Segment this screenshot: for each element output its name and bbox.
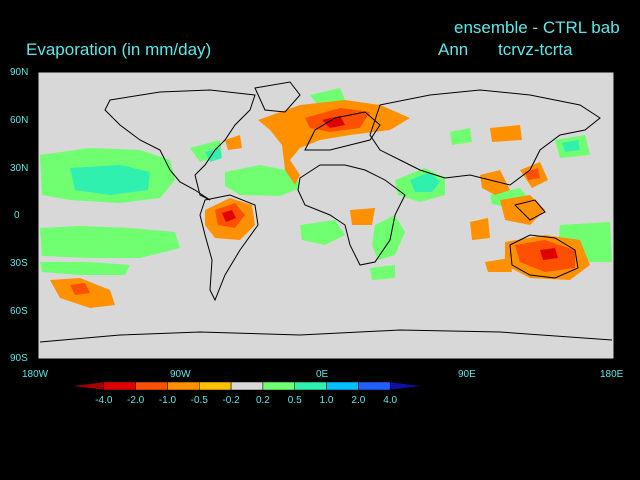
colorbar-swatch — [262, 381, 295, 391]
colorbar-swatch — [358, 381, 391, 391]
colorbar-swatch — [326, 381, 359, 391]
colorbar — [71, 381, 423, 391]
colorbar-label: -0.5 — [190, 395, 208, 406]
colorbar-label: 0.2 — [255, 395, 270, 406]
map-frame — [37, 71, 615, 360]
colorbar-swatch — [167, 381, 200, 391]
colorbar-label: -0.2 — [222, 395, 240, 406]
lon-tick-180w: 180W — [22, 369, 49, 380]
title-variable: Evaporation (in mm/day) — [26, 40, 212, 59]
colorbar-swatch — [294, 381, 327, 391]
lat-tick-60s: 60S — [10, 306, 28, 317]
colorbar-swatch — [103, 381, 136, 391]
title-experiment: tcrvz-tcrta — [498, 40, 573, 59]
colorbar-swatch — [230, 381, 264, 391]
lat-tick-90s: 90S — [10, 353, 28, 364]
lat-tick-90n: 90N — [10, 67, 29, 78]
lon-tick-90e: 90E — [458, 369, 476, 380]
colorbar-label: 1.0 — [319, 395, 334, 406]
lon-tick-0e: 0E — [316, 369, 329, 380]
colorbar-label: -1.0 — [158, 395, 177, 406]
lon-tick-180e: 180E — [600, 369, 624, 380]
colorbar-swatch — [71, 381, 105, 391]
lat-tick-30s: 30S — [10, 258, 28, 269]
title-season: Ann — [438, 40, 469, 59]
colorbar-label: 2.0 — [351, 395, 366, 406]
colorbar-label: 0.5 — [287, 395, 302, 406]
lat-tick-eq: 0 — [14, 210, 20, 221]
colorbar-label: -4.0 — [95, 395, 113, 406]
colorbar-swatch — [389, 381, 423, 391]
lon-tick-90w: 90W — [170, 369, 191, 380]
lat-tick-60n: 60N — [10, 115, 29, 126]
coastlines — [39, 81, 613, 343]
title-run-comparison: ensemble - CTRL bab — [454, 18, 620, 37]
lat-tick-30n: 30N — [10, 163, 29, 174]
colorbar-label: -2.0 — [127, 395, 145, 406]
colorbar-swatch — [199, 381, 232, 391]
colorbar-swatch — [135, 381, 168, 391]
colorbar-label: 4.0 — [383, 395, 398, 406]
